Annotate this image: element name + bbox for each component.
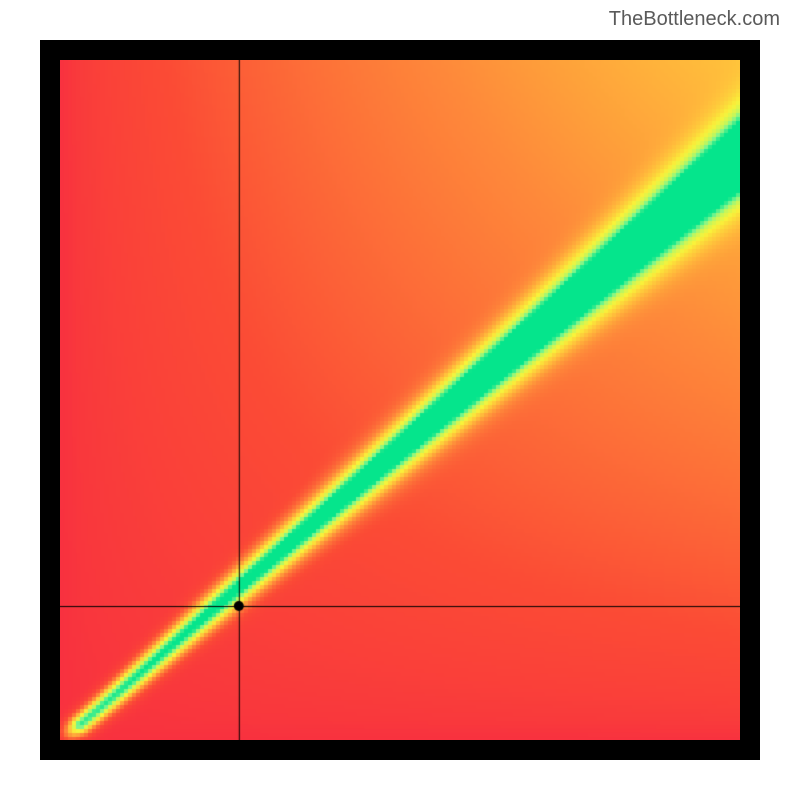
chart-frame: [40, 40, 760, 760]
heatmap-canvas: [60, 60, 740, 740]
watermark-text: TheBottleneck.com: [609, 8, 780, 31]
heatmap-canvas-wrap: [60, 60, 740, 740]
chart-container: TheBottleneck.com: [0, 0, 800, 800]
